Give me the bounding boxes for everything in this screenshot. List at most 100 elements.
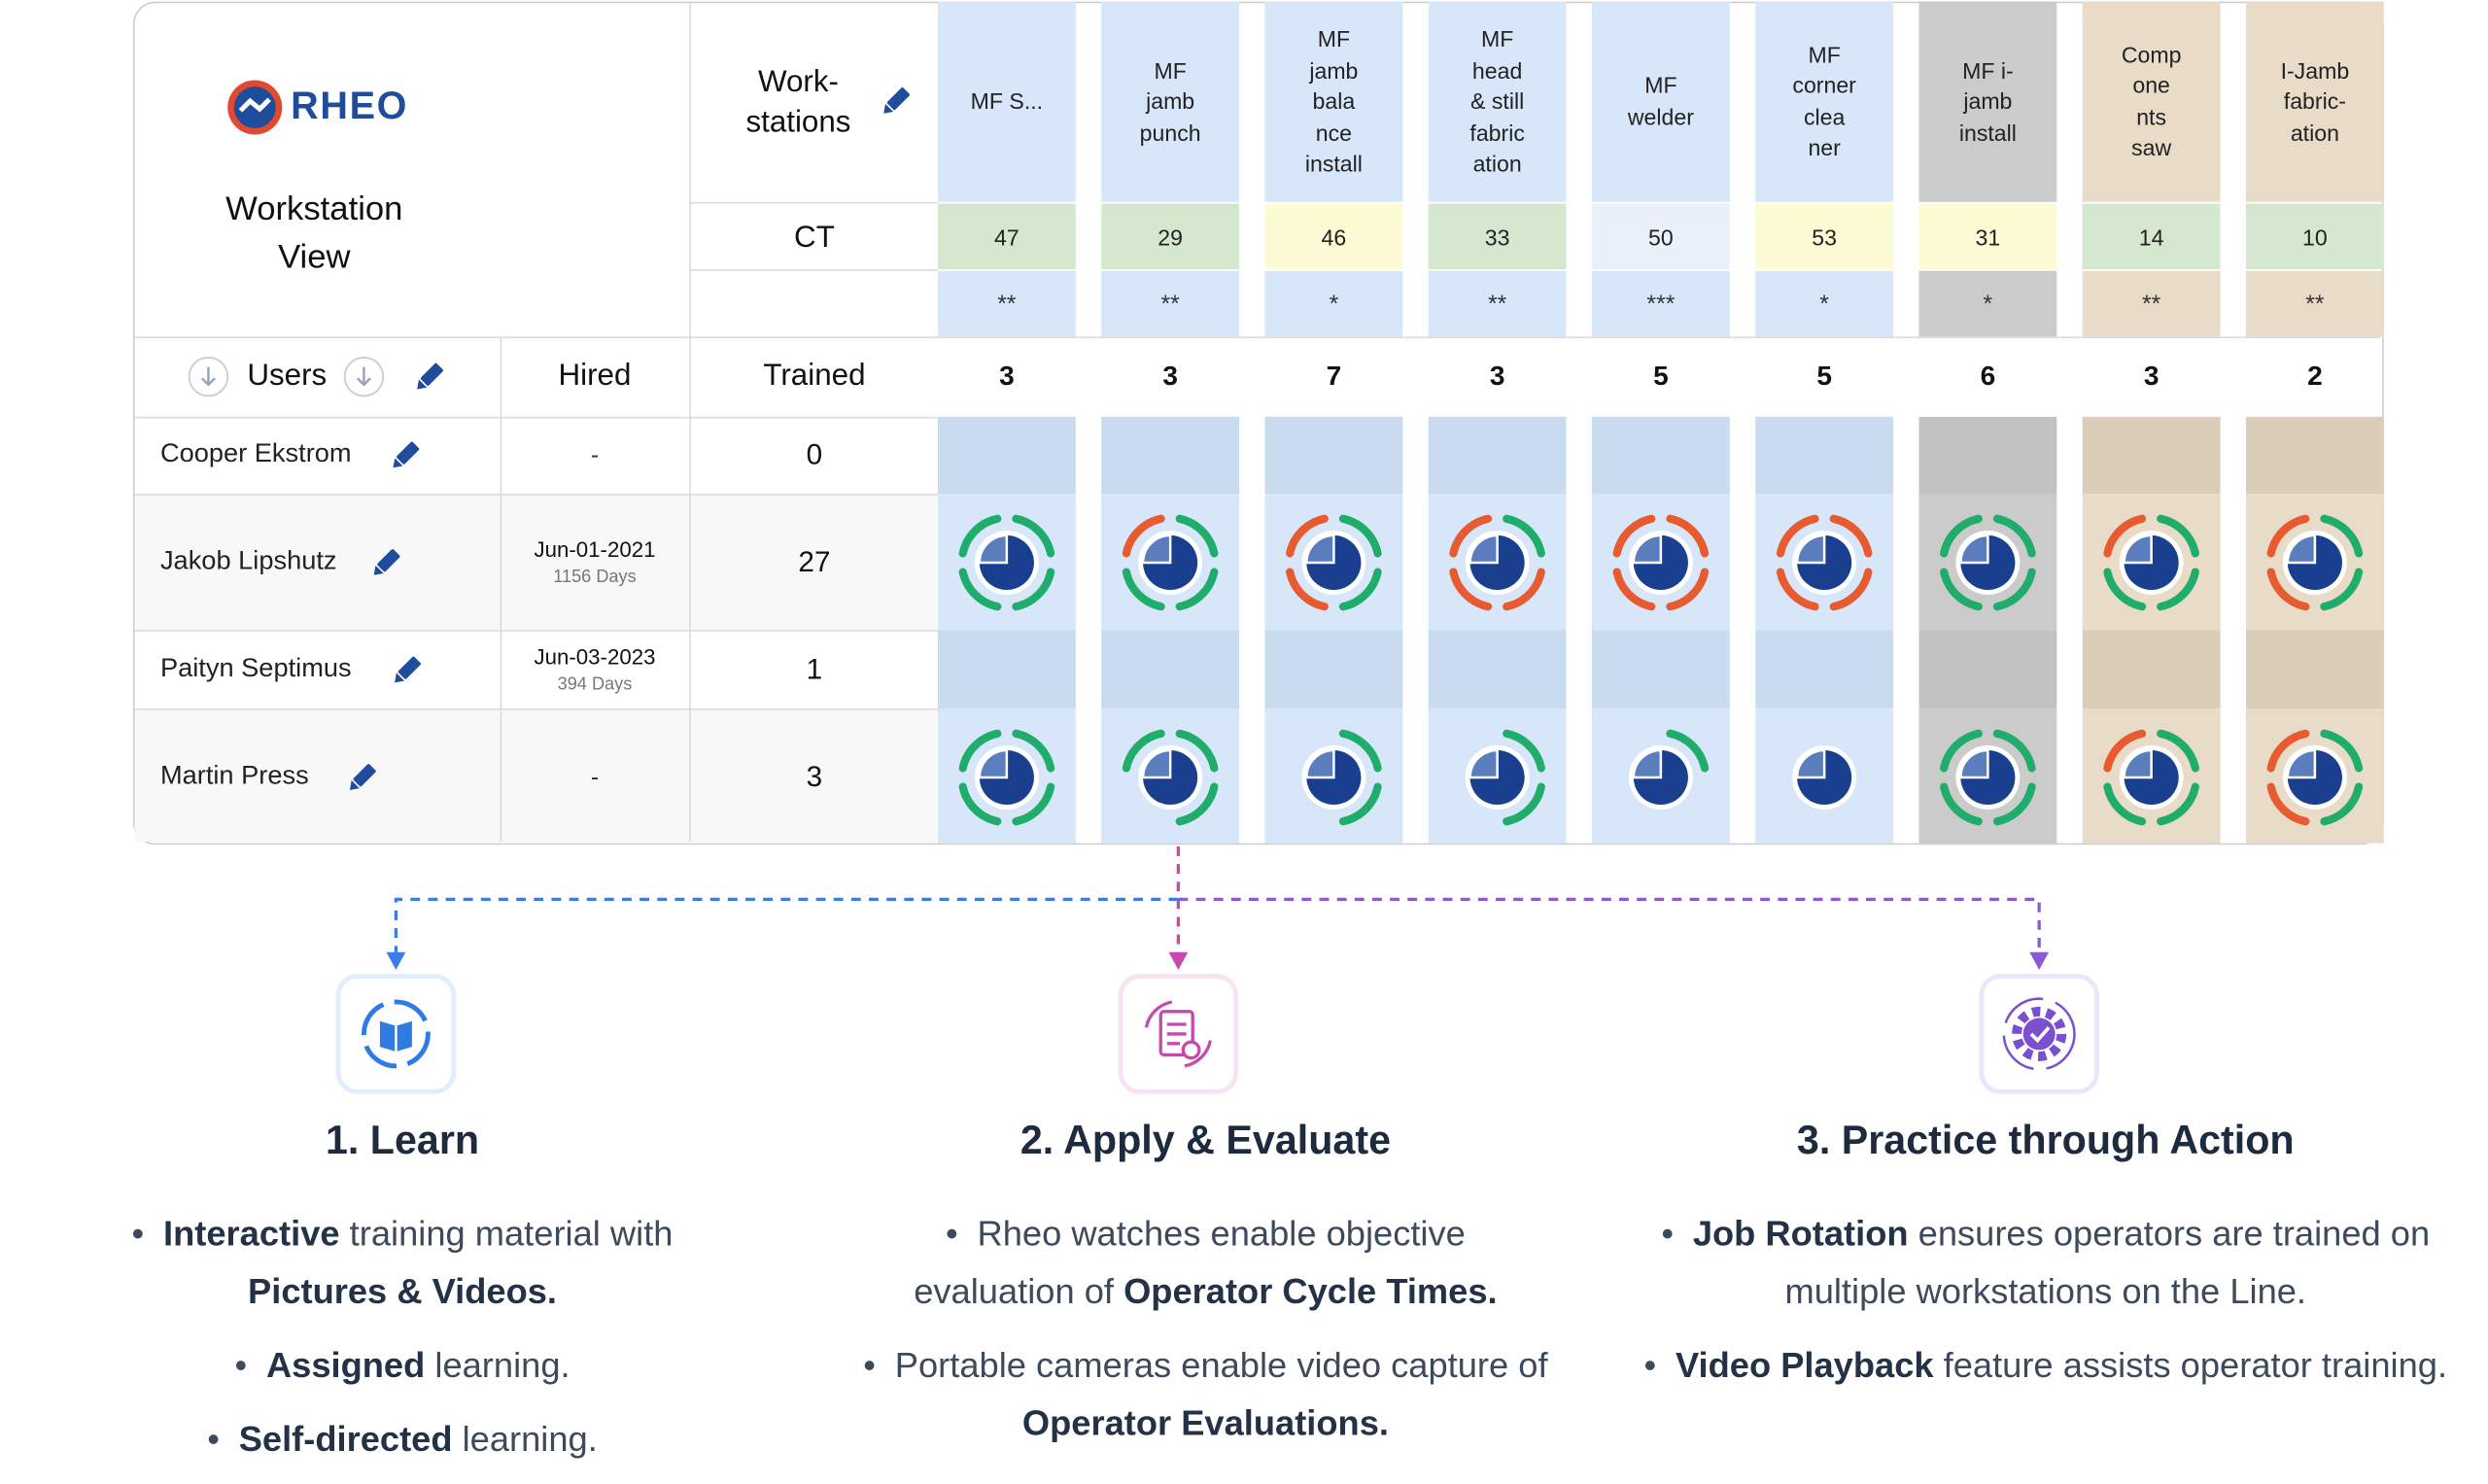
cycle-time: 29 — [1158, 224, 1183, 251]
skill-status-icon[interactable] — [2103, 729, 2199, 826]
edit-icon-body — [397, 441, 420, 465]
edit-icon[interactable] — [880, 86, 910, 117]
status-segment — [2266, 568, 2310, 611]
skill-status-icon[interactable] — [1286, 514, 1382, 611]
status-segment — [2266, 782, 2310, 826]
edit-icon[interactable] — [389, 441, 420, 471]
edit-icon[interactable] — [346, 763, 376, 793]
rating-stars: ** — [1160, 291, 1180, 319]
status-segment — [958, 729, 1002, 773]
ct-label: CT — [794, 221, 835, 256]
trained-count: 3 — [806, 760, 823, 793]
status-cell-bg — [1428, 416, 1567, 495]
trained-total: 7 — [1326, 361, 1342, 392]
workstation-name: install — [1958, 119, 2017, 146]
status-cell-bg — [937, 630, 1076, 709]
skill-status-icon[interactable] — [958, 729, 1055, 826]
workstation-name: ation — [1472, 151, 1522, 177]
skill-status-icon[interactable] — [1612, 514, 1710, 611]
grid-line — [689, 1, 691, 842]
status-segment — [1666, 729, 1710, 773]
skill-status-icon[interactable] — [1940, 514, 2036, 611]
workstation-name: & still — [1470, 87, 1525, 115]
skill-status-icon[interactable] — [1628, 729, 1710, 810]
bullet: Portable cameras enable video capture of… — [861, 1337, 1550, 1453]
bullet-emphasis: Operator Evaluations. — [1021, 1402, 1389, 1443]
status-cell-bg — [2082, 416, 2221, 495]
status-cell-bg — [1755, 416, 1894, 495]
status-segment — [2103, 729, 2147, 773]
bullet-emphasis: Assigned — [265, 1344, 426, 1386]
status-cell-bg — [1918, 630, 2057, 709]
hired-date: - — [590, 763, 600, 792]
status-pie-quarter — [1795, 748, 1826, 779]
status-segment — [1612, 514, 1656, 558]
sort-button[interactable] — [343, 356, 385, 397]
ct-cell-bg — [1101, 203, 1240, 270]
workstation-name: corner — [1792, 72, 1856, 99]
grid-line — [689, 201, 938, 204]
edit-icon-tip — [349, 779, 360, 790]
status-segment — [2157, 568, 2199, 611]
skill-status-icon[interactable] — [2266, 514, 2364, 611]
edit-icon[interactable] — [413, 362, 443, 393]
skill-status-icon[interactable] — [958, 514, 1055, 611]
bullet-text: learning. — [425, 1344, 570, 1386]
stars-cell-bg — [1591, 270, 1730, 337]
edit-icon-tip — [373, 565, 384, 575]
rating-stars: ** — [997, 291, 1017, 319]
workstation-name: fabric — [1469, 119, 1525, 146]
bullet: Rheo watches enable objective evaluation… — [861, 1205, 1550, 1321]
edit-icon-tip — [395, 673, 405, 683]
stars-cell-bg — [937, 270, 1076, 337]
status-pie-quarter — [1632, 534, 1663, 565]
stars-cell-bg — [1264, 270, 1403, 337]
grid-line — [134, 630, 938, 632]
edit-icon[interactable] — [391, 656, 421, 686]
skill-status-icon[interactable] — [1122, 514, 1219, 611]
bullet: Self-directed learning. — [114, 1411, 691, 1468]
status-cell-bg — [1591, 630, 1730, 709]
bullet-emphasis: Video Playback — [1675, 1344, 1934, 1386]
skill-status-icon[interactable] — [1449, 514, 1545, 611]
skill-status-icon[interactable] — [1792, 745, 1857, 810]
status-segment — [1992, 782, 2036, 826]
edit-icon-tip — [393, 458, 403, 468]
edit-icon-body — [397, 656, 421, 679]
skill-status-icon[interactable] — [1122, 729, 1219, 826]
trained-total: 6 — [1980, 361, 1996, 392]
status-segment — [958, 514, 1002, 558]
skill-status-icon[interactable] — [2103, 514, 2199, 611]
edit-icon[interactable] — [370, 548, 400, 578]
bullet-text: learning. — [452, 1418, 598, 1460]
trained-total: 3 — [2143, 361, 2160, 392]
skill-status-icon[interactable] — [2266, 729, 2364, 826]
step-title: 2. Apply & Evaluate — [1019, 1118, 1392, 1163]
skill-status-icon[interactable] — [1301, 729, 1382, 826]
status-segment — [1338, 568, 1382, 611]
status-segment — [1940, 514, 1983, 558]
edit-icon-body — [377, 549, 400, 572]
status-segment — [1666, 568, 1710, 611]
hired-days: 394 Days — [557, 674, 633, 695]
bullet-text: feature assists operator training. — [1933, 1344, 2448, 1386]
workstation-name: fabric- — [2283, 87, 2346, 115]
bullet-emphasis: Job Rotation — [1692, 1213, 1909, 1254]
arrowhead — [1168, 951, 1189, 970]
workstation-name: I-Jamb — [2280, 56, 2350, 83]
status-segment — [1829, 514, 1873, 558]
status-segment — [2103, 514, 2147, 558]
sort-button[interactable] — [188, 356, 229, 397]
status-segment — [2103, 568, 2147, 611]
workstations-label: Work- — [757, 65, 839, 100]
skill-status-icon[interactable] — [1940, 729, 2036, 826]
workstation-name: ation — [2290, 119, 2339, 146]
skill-status-icon[interactable] — [1776, 514, 1873, 611]
cycle-time: 53 — [1812, 224, 1837, 251]
bullet-text: Rheo watches enable objective evaluation… — [914, 1213, 1466, 1312]
ct-cell-bg — [1755, 203, 1894, 270]
status-segment — [1666, 514, 1710, 558]
skill-status-icon[interactable] — [1465, 729, 1545, 826]
step-title: 1. Learn — [325, 1118, 480, 1163]
ct-cell-bg — [1591, 203, 1730, 270]
